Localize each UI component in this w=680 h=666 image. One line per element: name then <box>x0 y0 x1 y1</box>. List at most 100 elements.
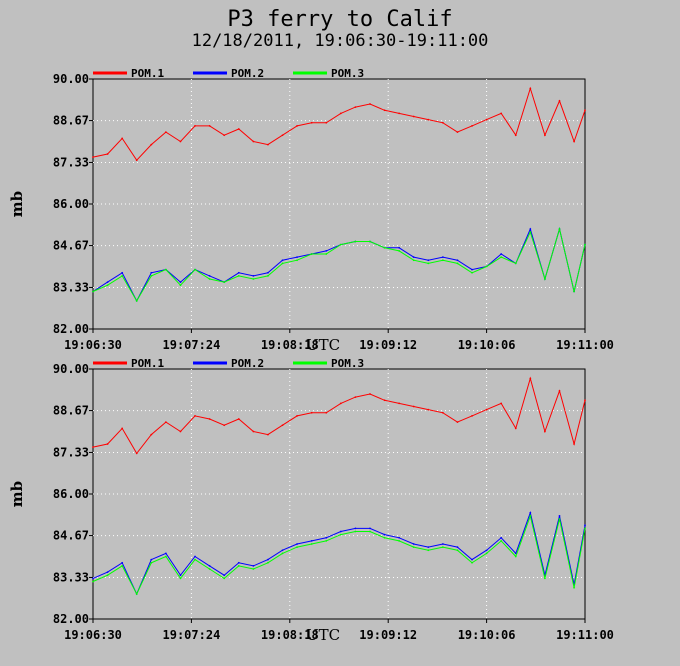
data-point <box>584 243 586 246</box>
data-point <box>354 527 357 530</box>
data-point <box>106 284 109 287</box>
data-point <box>106 281 109 284</box>
data-point <box>500 256 503 259</box>
data-point <box>310 411 313 414</box>
data-point <box>514 555 517 558</box>
data-point <box>223 281 226 284</box>
data-point <box>208 124 211 127</box>
data-point <box>398 112 401 115</box>
data-point <box>267 274 269 277</box>
data-point <box>544 577 546 580</box>
data-point <box>325 121 328 124</box>
data-point <box>441 543 444 545</box>
data-point <box>369 527 371 530</box>
data-point <box>208 274 211 277</box>
data-point <box>252 568 255 570</box>
data-point <box>441 411 444 414</box>
data-point <box>456 131 459 134</box>
data-point <box>369 530 371 533</box>
x-tick-label: 19:10:06 <box>458 338 516 352</box>
data-point <box>237 418 240 420</box>
data-point <box>135 452 138 455</box>
data-point <box>584 399 586 402</box>
y-tick-label: 87.33 <box>53 445 89 459</box>
y-tick-label: 90.00 <box>53 362 89 376</box>
data-point <box>369 103 371 105</box>
data-point <box>310 121 313 124</box>
data-point <box>471 414 473 417</box>
data-point <box>106 153 109 155</box>
data-point <box>471 271 473 274</box>
data-point <box>383 109 386 112</box>
data-point <box>135 593 138 595</box>
data-point <box>194 414 196 417</box>
data-point <box>164 131 167 134</box>
data-point <box>179 281 182 284</box>
data-point <box>339 112 342 115</box>
series-line-pom-1 <box>92 86 586 162</box>
data-point <box>573 290 575 293</box>
data-point <box>456 262 459 265</box>
plot-frame <box>92 78 586 330</box>
data-point <box>281 549 284 552</box>
data-point <box>456 546 459 549</box>
data-point <box>412 115 415 118</box>
data-point <box>398 402 401 405</box>
data-point <box>223 134 226 137</box>
data-point <box>296 414 298 417</box>
data-point <box>544 134 546 137</box>
data-point <box>558 514 561 517</box>
data-point <box>121 561 124 564</box>
data-point <box>179 574 182 577</box>
data-point <box>500 253 503 255</box>
data-point <box>106 443 109 445</box>
data-point <box>121 137 124 140</box>
y-axis-label: mb <box>8 481 26 507</box>
data-point <box>267 561 269 564</box>
data-point <box>383 536 386 539</box>
x-axis-label: UTC <box>306 336 340 354</box>
data-point <box>106 574 109 577</box>
y-tick-label: 86.00 <box>53 197 89 211</box>
data-point <box>456 259 459 262</box>
data-point <box>164 268 167 271</box>
data-point <box>500 112 503 115</box>
x-tick-label: 19:09:12 <box>359 338 417 352</box>
data-point <box>544 278 546 280</box>
data-point <box>427 259 430 262</box>
data-point <box>558 99 561 102</box>
data-point <box>514 262 517 265</box>
data-point <box>281 262 284 265</box>
data-point <box>208 568 211 570</box>
data-point <box>164 555 167 558</box>
y-tick-label: 86.00 <box>53 487 89 501</box>
data-point <box>296 256 298 259</box>
x-axis-label: UTC <box>306 626 340 644</box>
data-point <box>325 539 328 542</box>
data-point <box>281 424 284 427</box>
data-point <box>296 259 298 262</box>
data-point <box>412 543 415 545</box>
data-point <box>325 536 328 539</box>
data-point <box>281 259 284 262</box>
data-point <box>544 430 546 433</box>
data-point <box>267 271 269 274</box>
data-point <box>252 564 255 567</box>
data-point <box>573 586 575 589</box>
data-point <box>164 421 167 424</box>
data-point <box>573 140 575 143</box>
series-line-pom-2 <box>92 510 586 596</box>
data-point <box>584 524 586 527</box>
data-point <box>237 274 240 277</box>
data-point <box>296 124 298 127</box>
data-point <box>150 271 153 274</box>
data-point <box>92 446 94 449</box>
data-point <box>558 518 561 520</box>
data-point <box>194 124 196 127</box>
data-point <box>485 552 488 555</box>
y-tick-label: 87.33 <box>53 155 89 169</box>
data-point <box>135 299 138 302</box>
y-tick-label: 84.67 <box>53 239 89 253</box>
data-point <box>237 564 240 567</box>
data-point <box>281 134 284 137</box>
